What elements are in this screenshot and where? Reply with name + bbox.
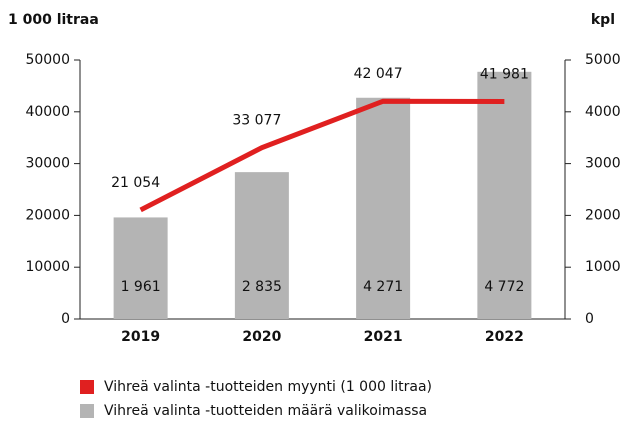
y2-tick-label: 2000 — [585, 207, 621, 223]
y2-tick-label: 1000 — [585, 259, 621, 275]
bar — [113, 217, 168, 319]
bar — [356, 97, 411, 319]
x-tick-label: 2021 — [364, 329, 403, 345]
y2-tick-label: 3000 — [585, 156, 621, 172]
y-tick-label: 30000 — [25, 156, 70, 172]
legend-label: Vihreä valinta -tuotteiden myynti (1 000… — [104, 379, 432, 395]
bar-value-label: 1 961 — [121, 279, 161, 295]
line-value-label: 42 047 — [354, 66, 403, 82]
x-tick-label: 2019 — [121, 329, 160, 345]
legend-swatch — [80, 380, 94, 394]
bar-value-label: 2 835 — [242, 279, 282, 295]
y2-tick-label: 0 — [585, 311, 594, 327]
line-value-label: 21 054 — [111, 175, 160, 191]
y-tick-label: 50000 — [25, 52, 70, 68]
x-tick-label: 2022 — [485, 329, 524, 345]
bar-value-label: 4 772 — [484, 279, 524, 295]
y2-axis-label: kpl — [591, 12, 615, 28]
y-tick-label: 20000 — [25, 207, 70, 223]
y-tick-label: 40000 — [25, 104, 70, 120]
bar-value-label: 4 271 — [363, 279, 403, 295]
legend-label: Vihreä valinta -tuotteiden määrä valikoi… — [104, 403, 427, 419]
y-axis-label: 1 000 litraa — [8, 12, 99, 28]
bar — [477, 71, 532, 320]
y-tick-label: 10000 — [25, 259, 70, 275]
line-value-label: 33 077 — [232, 113, 281, 129]
y2-tick-label: 4000 — [585, 104, 621, 120]
line-value-label: 41 981 — [480, 67, 529, 83]
x-tick-label: 2020 — [242, 329, 281, 345]
line — [139, 98, 505, 213]
bar — [234, 172, 289, 319]
y2-tick-label: 5000 — [585, 52, 621, 68]
legend-swatch — [80, 404, 94, 418]
y-tick-label: 0 — [61, 311, 70, 327]
